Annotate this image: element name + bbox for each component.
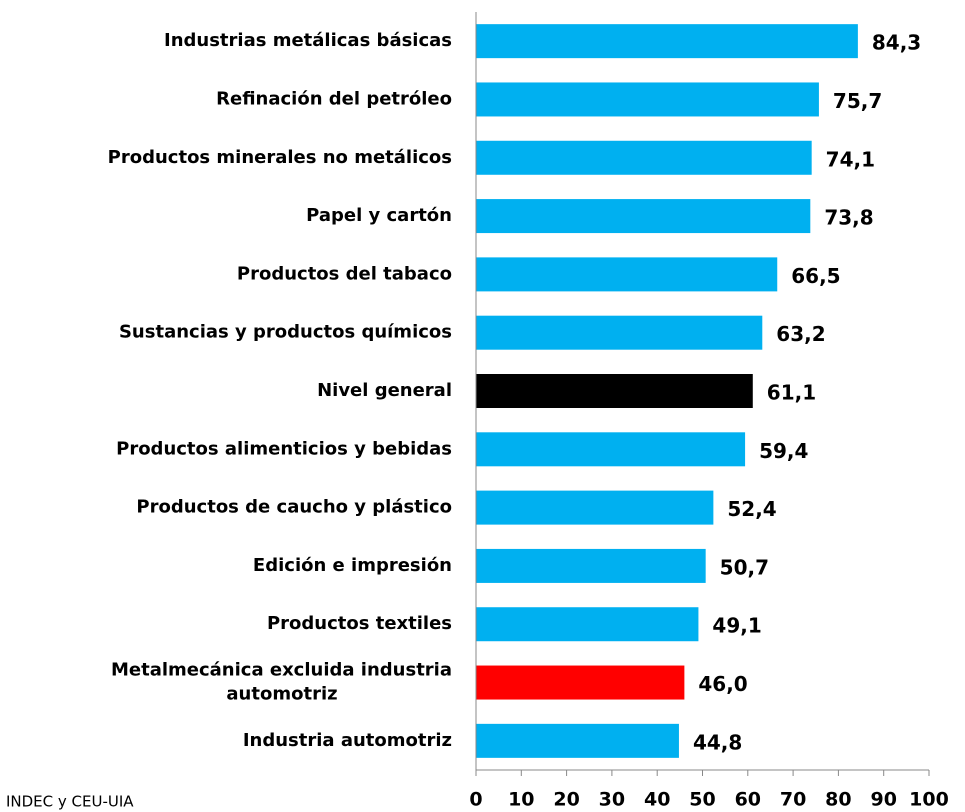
value-label: 74,1 [826,147,875,171]
category-label: Refinación del petróleo [216,88,452,109]
bar [476,257,778,292]
bar [476,607,699,642]
x-tick-label: 80 [825,789,851,811]
value-label: 84,3 [872,31,921,55]
x-tick-label: 50 [689,789,715,811]
bar [476,374,753,408]
x-tick-label: 70 [780,789,806,811]
bar [476,665,685,700]
value-label: 59,4 [759,439,808,463]
category-label: Productos del tabaco [237,263,452,284]
bar [476,82,819,117]
value-label: 73,8 [824,206,873,230]
value-label: 49,1 [712,614,761,638]
value-label: 75,7 [833,89,882,113]
category-label: Edición e impresión [253,555,452,576]
x-tick-label: 40 [644,789,670,811]
value-label: 44,8 [693,730,742,754]
bar [476,315,763,350]
category-label: Nivel general [317,380,452,401]
category-label: Productos alimenticios y bebidas [116,438,452,459]
value-label: 66,5 [791,264,840,288]
bar [476,432,746,467]
x-tick-label: 10 [508,789,534,811]
category-label: Productos minerales no metálicos [108,147,452,168]
value-label: 52,4 [727,497,776,521]
x-tick-label: 90 [870,789,896,811]
category-label: Industria automotriz [243,730,452,751]
x-tick-label: 30 [599,789,625,811]
category-label: Productos de caucho y plástico [136,497,452,518]
value-label: 63,2 [776,322,825,346]
bar [476,140,812,175]
value-label: 46,0 [698,672,747,696]
x-tick-label: 100 [909,789,949,811]
source: Fuente: INDEC y CEU-UIA [0,793,134,811]
bar [476,24,858,59]
x-tick-label: 20 [553,789,579,811]
bar [476,199,811,234]
value-label: 61,1 [767,381,816,405]
bar [476,723,679,758]
category-label: Papel y cartón [306,205,452,226]
x-tick-label: 0 [469,789,482,811]
bar [476,490,714,525]
bar [476,548,706,583]
category-label: Metalmecánica excluida industria automotr… [111,660,452,705]
category-label: Sustancias y productos químicos [119,322,452,343]
value-label: 50,7 [720,555,769,579]
category-label: Productos textiles [267,613,452,634]
category-label: Industrias metálicas básicas [164,30,452,51]
x-tick-label: 60 [735,789,761,811]
